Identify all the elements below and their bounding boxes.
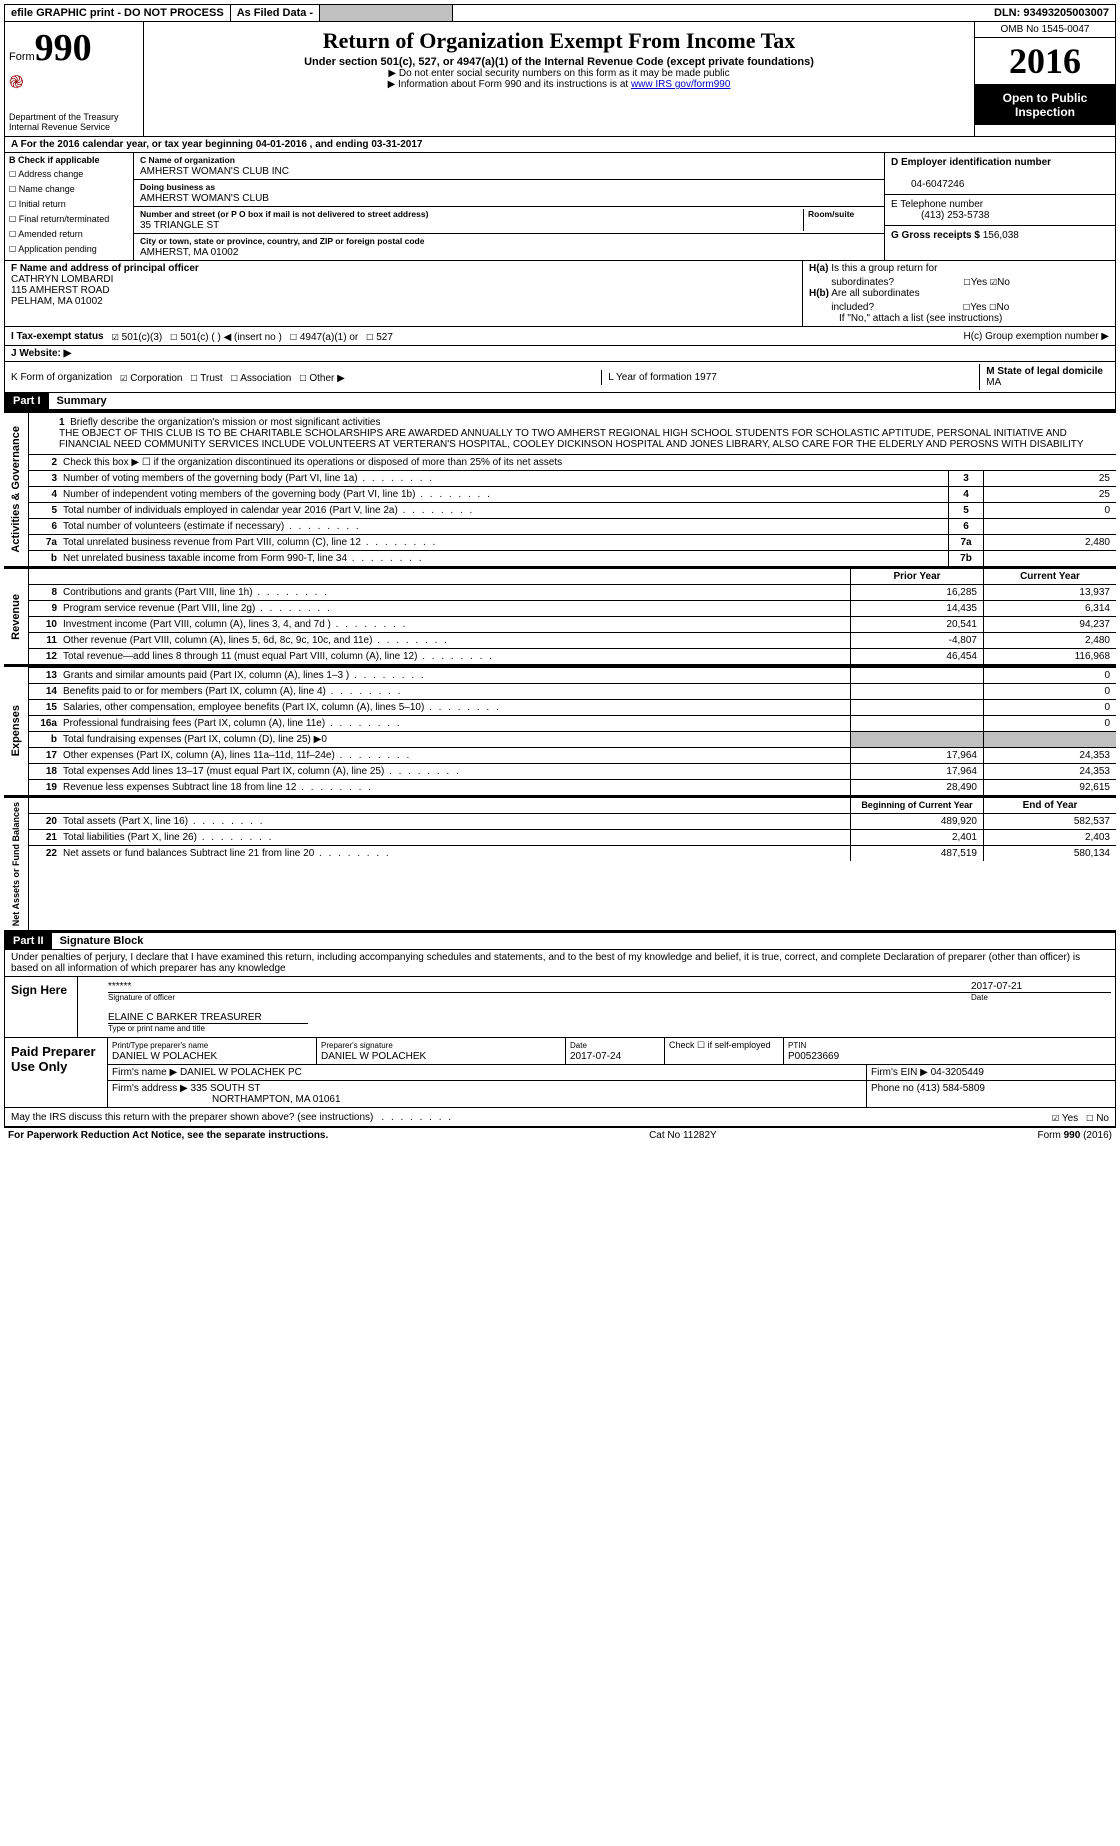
exp-line-15: 15Salaries, other compensation, employee… [29, 699, 1116, 715]
exp-line-14: 14Benefits paid to or for members (Part … [29, 683, 1116, 699]
rev-line-12: 12Total revenue—add lines 8 through 11 (… [29, 648, 1116, 664]
phone: (413) 253-5738 [891, 210, 989, 221]
org-street: 35 TRIANGLE ST [140, 220, 219, 231]
section-expenses: Expenses 13Grants and similar amounts pa… [4, 664, 1116, 795]
rev-line-8: 8Contributions and grants (Part VIII, li… [29, 584, 1116, 600]
exp-line-16a: 16aProfessional fundraising fees (Part I… [29, 715, 1116, 731]
cb-501c[interactable]: ☐ 501(c) ( ) ◀ (insert no ) [170, 329, 282, 343]
cb-corp[interactable]: ☑ Corporation [120, 370, 182, 384]
org-name: AMHERST WOMAN'S CLUB INC [140, 166, 289, 177]
paid-preparer: Paid Preparer Use Only Print/Type prepar… [4, 1038, 1116, 1108]
irs-link[interactable]: www IRS gov/form990 [631, 79, 730, 90]
gov-line-6: 6Total number of volunteers (estimate if… [29, 518, 1116, 534]
top-bar: efile GRAPHIC print - DO NOT PROCESS As … [4, 4, 1116, 22]
gov-line-4: 4Number of independent voting members of… [29, 486, 1116, 502]
row-j-website: J Website: ▶ [4, 346, 1116, 362]
top-gray-spacer [320, 5, 453, 21]
cb-501c3[interactable]: ☑ 501(c)(3) [112, 329, 163, 343]
part2-header: Part II Signature Block [4, 930, 1116, 950]
exp-line-13: 13Grants and similar amounts paid (Part … [29, 667, 1116, 683]
irs-eagle-icon: ֎ [9, 70, 139, 94]
cb-final-return[interactable]: ☐ Final return/terminated [9, 211, 129, 225]
officer-name: CATHRYN LOMBARDI [11, 274, 113, 285]
section-revenue: Revenue Prior Year Current Year 8Contrib… [4, 566, 1116, 664]
org-city: AMHERST, MA 01002 [140, 247, 238, 258]
cb-527[interactable]: ☐ 527 [366, 329, 393, 343]
rev-line-9: 9Program service revenue (Part VIII, lin… [29, 600, 1116, 616]
cb-pending[interactable]: ☐ Application pending [9, 241, 129, 255]
header-center: Return of Organization Exempt From Incom… [144, 22, 974, 136]
gov-line-3: 3Number of voting members of the governi… [29, 470, 1116, 486]
exp-line-17: 17Other expenses (Part IX, column (A), l… [29, 747, 1116, 763]
as-filed: As Filed Data - [231, 5, 320, 21]
rev-line-11: 11Other revenue (Part VIII, column (A), … [29, 632, 1116, 648]
signature-block: Under penalties of perjury, I declare th… [4, 950, 1116, 1038]
gov-line-5: 5Total number of individuals employed in… [29, 502, 1116, 518]
gov-line-b: bNet unrelated business taxable income f… [29, 550, 1116, 566]
dln: DLN: 93493205003007 [988, 5, 1115, 21]
col-b-checkboxes: B Check if applicable ☐ Address change ☐… [5, 153, 134, 260]
page-footer: For Paperwork Reduction Act Notice, see … [4, 1127, 1116, 1143]
row-k-form-org: K Form of organization ☑ Corporation ☐ T… [4, 362, 1116, 393]
exp-line-18: 18Total expenses Add lines 13–17 (must e… [29, 763, 1116, 779]
ein: 04-6047246 [891, 179, 964, 190]
org-info-block: B Check if applicable ☐ Address change ☐… [4, 153, 1116, 261]
gross-receipts: 156,038 [983, 230, 1019, 241]
cb-name-change[interactable]: ☐ Name change [9, 181, 129, 195]
discuss-row: May the IRS discuss this return with the… [4, 1108, 1116, 1127]
cb-discuss-yes[interactable]: ☑ Yes [1052, 1110, 1078, 1124]
cb-amended[interactable]: ☐ Amended return [9, 226, 129, 240]
part1-header: Part I Summary [4, 393, 1116, 410]
rev-line-10: 10Investment income (Part VIII, column (… [29, 616, 1116, 632]
cb-initial-return[interactable]: ☐ Initial return [9, 196, 129, 210]
row-i-tax-status: I Tax-exempt status ☑ 501(c)(3) ☐ 501(c)… [4, 327, 1116, 346]
cb-4947[interactable]: ☐ 4947(a)(1) or [290, 329, 358, 343]
section-governance: Activities & Governance 1 Briefly descri… [4, 410, 1116, 566]
mission-text: THE OBJECT OF THIS CLUB IS TO BE CHARITA… [59, 428, 1084, 450]
org-dba: AMHERST WOMAN'S CLUB [140, 193, 269, 204]
net-line-20: 20Total assets (Part X, line 16) 489,920… [29, 813, 1116, 829]
cb-assoc[interactable]: ☐ Association [231, 370, 292, 384]
form-title: Return of Organization Exempt From Incom… [154, 28, 964, 54]
header-right: OMB No 1545-0047 2016 Open to PublicInsp… [974, 22, 1115, 136]
cb-discuss-no[interactable]: ☐ No [1086, 1110, 1109, 1124]
exp-line-19: 19Revenue less expenses Subtract line 18… [29, 779, 1116, 795]
exp-line-b: bTotal fundraising expenses (Part IX, co… [29, 731, 1116, 747]
cb-address-change[interactable]: ☐ Address change [9, 166, 129, 180]
section-net-assets: Net Assets or Fund Balances Beginning of… [4, 795, 1116, 930]
net-line-22: 22Net assets or fund balances Subtract l… [29, 845, 1116, 861]
efile-notice: efile GRAPHIC print - DO NOT PROCESS [5, 5, 231, 21]
row-f-h: F Name and address of principal officer … [4, 261, 1116, 327]
cb-trust[interactable]: ☐ Trust [190, 370, 222, 384]
net-line-21: 21Total liabilities (Part X, line 26) 2,… [29, 829, 1116, 845]
form-header: Form990 ֎ Department of the Treasury Int… [4, 22, 1116, 137]
cb-other[interactable]: ☐ Other ▶ [299, 370, 345, 384]
header-left: Form990 ֎ Department of the Treasury Int… [5, 22, 144, 136]
col-c-org: C Name of organizationAMHERST WOMAN'S CL… [134, 153, 884, 260]
gov-line-7a: 7aTotal unrelated business revenue from … [29, 534, 1116, 550]
line-a-tax-year: A For the 2016 calendar year, or tax yea… [4, 137, 1116, 153]
col-right-ids: D Employer identification number04-60472… [884, 153, 1115, 260]
